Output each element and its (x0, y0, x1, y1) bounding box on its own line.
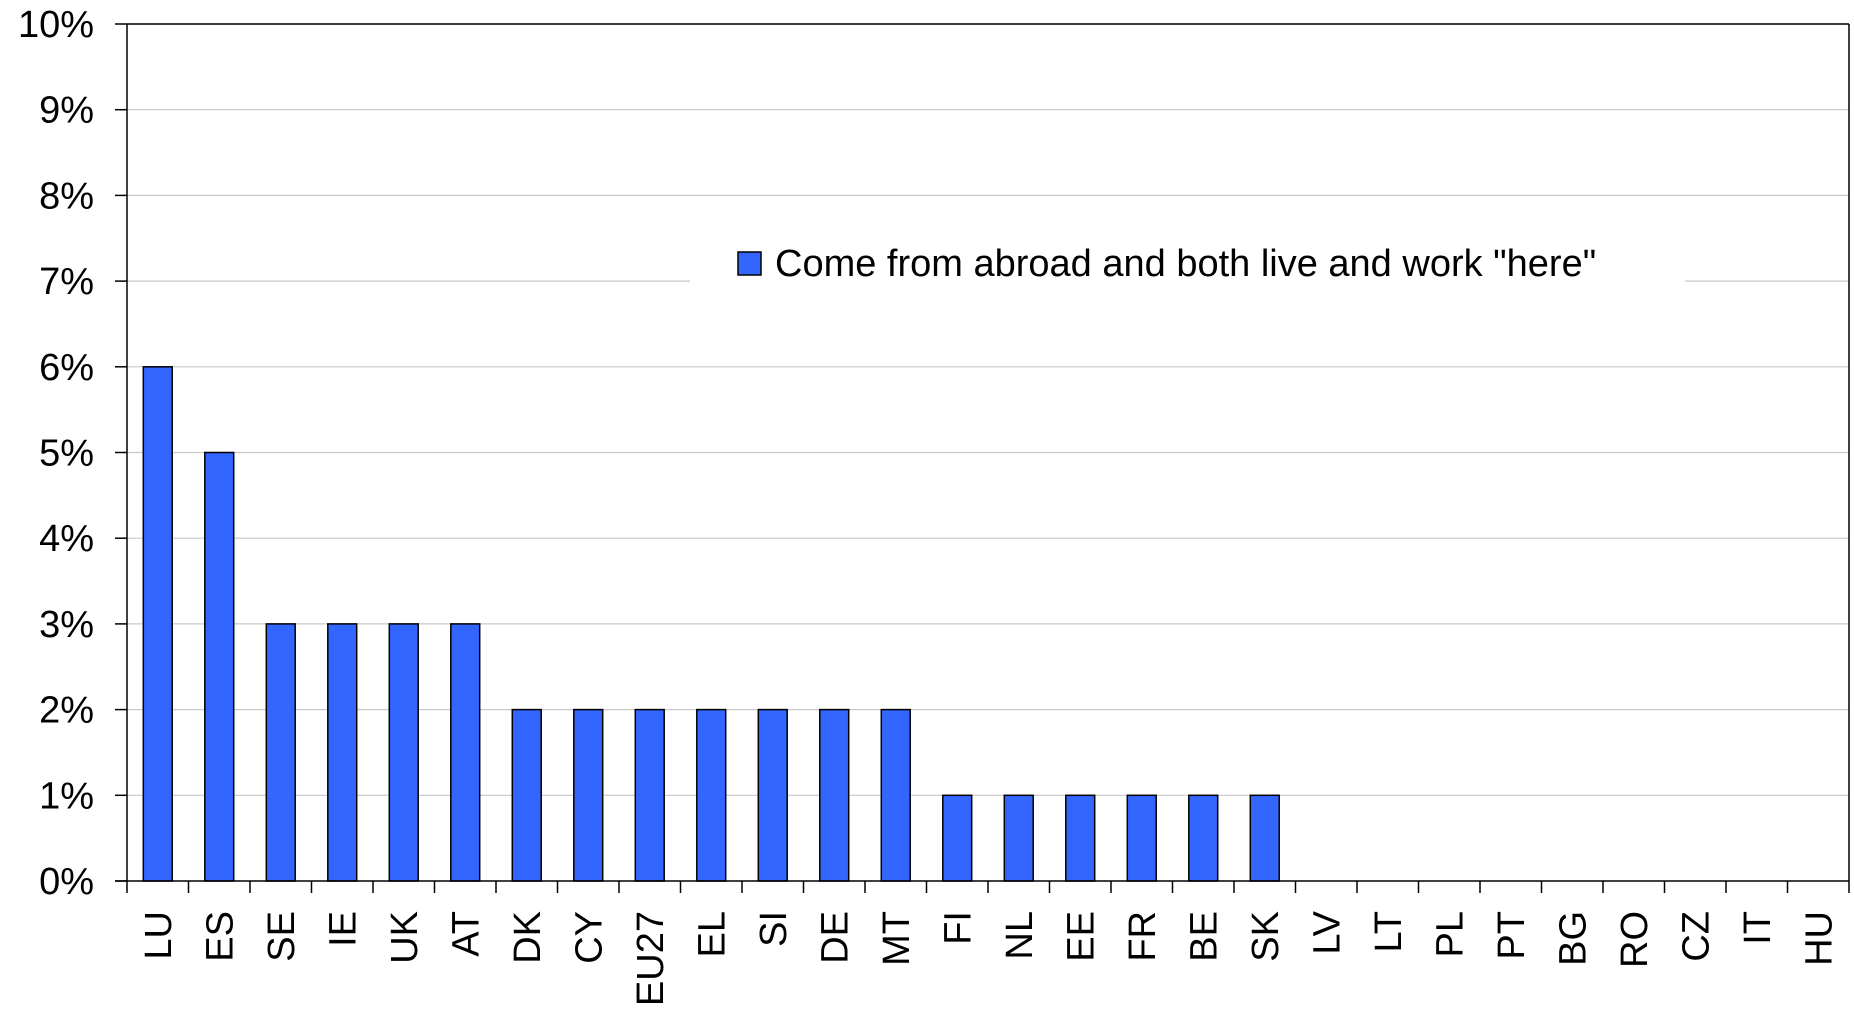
bar (1003, 794, 1034, 882)
bar (327, 623, 358, 882)
y-tick-label: 8% (39, 175, 94, 217)
legend: Come from abroad and both live and work … (690, 212, 1685, 324)
y-tick-label: 5% (39, 433, 94, 475)
x-tick-label: CZ (1675, 911, 1717, 962)
bar (1249, 794, 1280, 882)
bar (573, 708, 604, 882)
x-tick-label: LU (138, 911, 180, 960)
x-tick-label: MT (876, 911, 918, 966)
bar (142, 366, 173, 882)
x-tick-label: PL (1429, 911, 1471, 957)
axes (115, 23, 1850, 893)
x-tick-label: CY (568, 911, 610, 964)
y-tick-label: 1% (39, 775, 94, 817)
y-tick-label: 2% (39, 690, 94, 732)
x-tick-label: LV (1306, 910, 1348, 954)
x-tick-label: DE (814, 911, 856, 964)
y-tick-labels: 0% 1% 2% 3% 4% 5% 6% 7% 8% 9% 10% (18, 4, 94, 903)
bar (511, 708, 542, 882)
x-tick-label: EE (1060, 911, 1102, 962)
x-tick-label: IE (322, 911, 364, 947)
bar (757, 708, 788, 882)
y-tick-label: 6% (39, 347, 94, 389)
x-tick-label: FR (1122, 911, 1164, 962)
x-tick-label: BG (1552, 911, 1594, 966)
y-tick-label: 4% (39, 518, 94, 560)
x-tick-label: BE (1183, 911, 1225, 962)
x-tick-label: EU27 (630, 911, 672, 1006)
bar (450, 623, 481, 882)
x-tick-label: AT (445, 911, 487, 957)
y-tick-label: 7% (39, 261, 94, 303)
x-tick-label: DK (507, 911, 549, 964)
y-tick-label: 10% (18, 4, 94, 46)
bar (265, 623, 296, 882)
bar (819, 708, 850, 882)
x-tick-label: ES (199, 911, 241, 962)
x-tick-label: LT (1368, 911, 1410, 953)
x-tick-label: NL (999, 911, 1041, 960)
bar (1188, 794, 1219, 882)
bar (634, 708, 665, 882)
bar (1126, 794, 1157, 882)
legend-background (690, 212, 1685, 324)
bar (696, 708, 727, 882)
gridlines (127, 23, 1849, 796)
legend-swatch (737, 251, 762, 276)
x-tick-labels: LU ES SE IE UK AT DK CY EU27 EL SI DE MT FI NL EE FR BE SK… (138, 910, 1841, 1006)
y-tick-label: 9% (39, 90, 94, 132)
y-tick-label: 0% (39, 861, 94, 903)
x-tick-label: HU (1798, 911, 1840, 966)
x-tick-label: RO (1614, 911, 1656, 968)
bar (942, 794, 973, 882)
y-tick-label: 3% (39, 604, 94, 646)
x-tick-label: IT (1737, 911, 1779, 945)
bar (204, 451, 235, 882)
x-tick-label: SI (753, 911, 795, 947)
x-tick-label: FI (937, 911, 979, 945)
bar (1065, 794, 1096, 882)
bar (880, 708, 911, 882)
x-tick-label: PT (1491, 911, 1533, 960)
x-tick-label: SE (261, 911, 303, 962)
x-tick-label: UK (384, 911, 426, 964)
x-tick-label: EL (691, 911, 733, 957)
legend-label: Come from abroad and both live and work … (775, 243, 1596, 285)
x-tick-label: SK (1245, 911, 1287, 962)
bar (388, 623, 419, 882)
